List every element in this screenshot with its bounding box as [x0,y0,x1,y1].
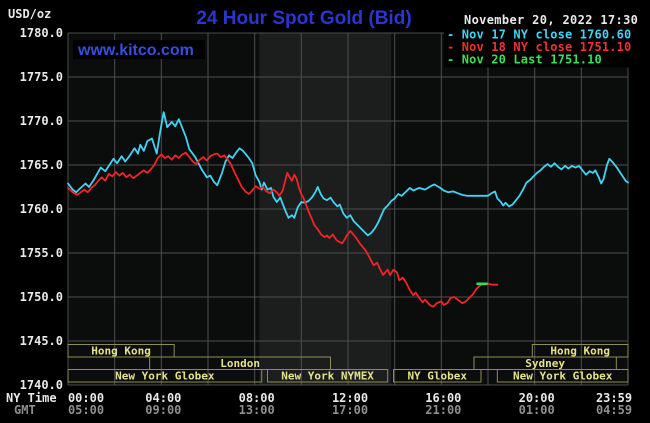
legend-row: - Nov 20 Last 1751.10 [447,53,602,67]
y-tick-label: 1770.0 [20,114,63,128]
session-box [496,369,629,383]
x-tick-label-gmt: 05:00 [68,403,104,417]
series-line-nov18 [67,151,499,308]
chart-title: 24 Hour Spot Gold (Bid) [196,8,411,29]
session-box [67,344,175,358]
session-label: New York Globex [513,370,613,383]
x-tick-label-gmt: 04:59 [596,403,632,417]
x-tick-label-gmt: 13:00 [239,403,275,417]
session-label: Hong Kong [550,345,610,358]
kitco-label-backdrop [73,40,205,59]
y-tick-label: 1745.0 [20,334,63,348]
y-tick-label: 1775.0 [20,70,63,84]
legend-row: - Nov 18 NY close 1751.10 [447,40,631,54]
series-line-nov17 [67,111,629,237]
session-label: New York NYMEX [281,370,374,383]
y-tick-label: 1755.0 [20,246,63,260]
x-tick-label-ny: 16:00 [425,391,461,405]
y-tick-label: 1780.0 [20,26,63,40]
legend-background [444,26,637,68]
plot-layer: 1780.0 1775.0 1770.0 1765.0 1760.0 1755.0 1750… [20,26,637,417]
session-label: Hong Kong [91,345,151,358]
session-label: New York Globex [115,370,215,383]
x-tick-label-gmt: 01:00 [519,403,555,417]
units-label: USD/oz [8,7,51,21]
x-tick-label-ny: 12:00 [332,391,368,405]
gmt-axis-label: GMT [14,403,36,417]
legend-row: - Nov 17 NY close 1760.60 [447,28,631,42]
x-tick-label-gmt: 21:00 [425,403,461,417]
session-box [67,369,263,383]
timestamp: November 20, 2022 17:30 [464,13,638,27]
y-tick-label: 1750.0 [20,290,63,304]
x-tick-label-ny: 08:00 [239,391,275,405]
y-tick-label: 1740.0 [20,378,63,392]
session-label: Sydney [525,357,565,370]
session-label: NY Globex [407,370,467,383]
x-tick-label-ny: 00:00 [68,391,104,405]
x-tick-label-ny: 23:59 [596,391,632,405]
ny-time-axis-label: NY Time [6,391,57,405]
x-tick-label-gmt: 09:00 [145,403,181,417]
x-tick-label-gmt: 17:00 [332,403,368,417]
kitco-website-link[interactable]: www.kitco.com [77,42,194,59]
session-box [267,369,389,383]
session-label: London [220,357,260,370]
y-tick-label: 1765.0 [20,158,63,172]
x-tick-label-ny: 04:00 [145,391,181,405]
x-tick-label-ny: 20:00 [519,391,555,405]
y-tick-label: 1760.0 [20,202,63,216]
session-box [393,369,482,383]
